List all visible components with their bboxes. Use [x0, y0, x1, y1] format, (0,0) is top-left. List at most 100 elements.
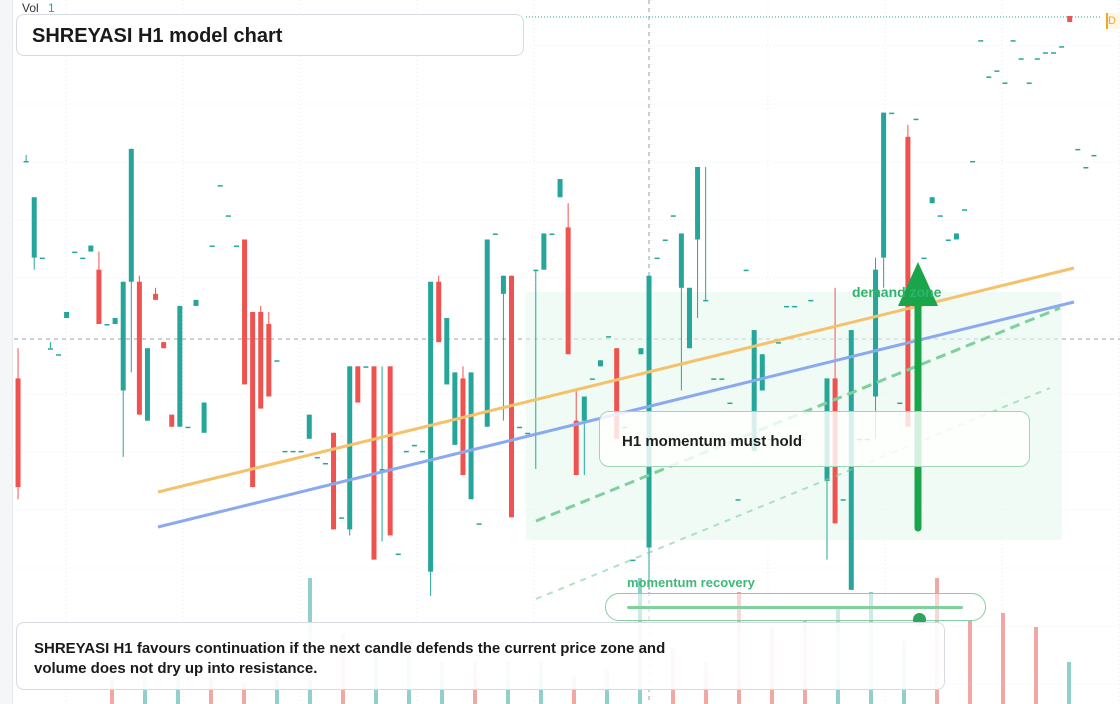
candle: [1034, 58, 1040, 60]
candle: [565, 203, 571, 355]
candle-body: [339, 517, 345, 519]
candle-body: [743, 269, 749, 272]
volume-legend: Vol 1: [22, 1, 55, 15]
candle: [185, 426, 191, 429]
volume-bar: [1067, 662, 1071, 704]
candle-body: [55, 354, 61, 356]
candle-body: [347, 366, 353, 530]
candle: [670, 215, 676, 217]
candle: [873, 257, 879, 439]
candle-body: [387, 366, 393, 536]
candle: [339, 517, 345, 519]
candle: [606, 336, 612, 338]
candle: [322, 462, 328, 465]
candle-body: [185, 426, 191, 429]
candle-body: [678, 233, 684, 288]
candle: [784, 305, 790, 308]
candle: [460, 366, 466, 476]
candle-body: [670, 215, 676, 217]
candle: [654, 257, 660, 260]
candle-body: [792, 305, 798, 308]
candle-body: [492, 233, 498, 235]
momentum-slider[interactable]: [605, 593, 986, 626]
candle-body: [557, 179, 563, 198]
candle-body: [711, 378, 717, 380]
candle-body: [970, 160, 976, 163]
candle: [1083, 167, 1089, 169]
candle: [759, 354, 765, 391]
candle: [662, 239, 668, 241]
candle: [509, 275, 515, 518]
candle-body: [889, 112, 895, 115]
candle: [492, 233, 498, 235]
candle-body: [363, 366, 369, 368]
channel-lower: [535, 387, 1051, 600]
candle: [840, 499, 846, 501]
price-scale-left[interactable]: [0, 0, 13, 704]
candle-body: [1026, 82, 1032, 84]
candle-body: [638, 348, 644, 355]
candle-body: [96, 269, 102, 325]
momentum-slider-track[interactable]: [627, 606, 963, 626]
candle-body: [921, 257, 927, 260]
candle: [881, 112, 887, 288]
candle-body: [468, 372, 474, 500]
candle-body: [662, 239, 668, 241]
candle-body: [751, 330, 757, 451]
candle: [420, 450, 426, 453]
candle: [978, 40, 984, 42]
candle: [557, 179, 563, 198]
candle: [541, 233, 547, 270]
candle-body: [589, 378, 595, 380]
candle-body: [23, 160, 29, 163]
candle-body: [913, 118, 919, 121]
candle: [1059, 46, 1065, 48]
candle-body: [452, 372, 458, 445]
candle-body: [31, 197, 37, 258]
candle-body: [371, 366, 377, 560]
candle: [889, 112, 895, 115]
candle: [727, 402, 733, 405]
candle: [1026, 82, 1032, 84]
candle-body: [144, 348, 150, 421]
candle: [484, 239, 490, 427]
candle-body: [379, 469, 385, 471]
candle: [468, 372, 474, 500]
candle-body: [88, 245, 94, 252]
candle-body: [937, 215, 943, 217]
candle: [703, 167, 709, 302]
candle: [153, 287, 159, 300]
momentum-callout-text: H1 momentum must hold: [622, 433, 803, 450]
candle-body: [233, 245, 239, 248]
candle: [913, 118, 919, 121]
candle: [436, 275, 442, 343]
candle-body: [986, 76, 992, 78]
candle-body: [1051, 52, 1057, 54]
demand-zone-label: demand zone: [852, 284, 942, 300]
candle: [15, 348, 21, 500]
candle-body: [128, 148, 134, 282]
price-tag-label: D: [1108, 15, 1116, 27]
candle: [217, 185, 223, 187]
candle: [719, 378, 725, 380]
candle: [630, 559, 636, 562]
candle-body: [549, 233, 555, 235]
candle: [517, 426, 523, 429]
candle: [250, 311, 256, 488]
candle-body: [962, 209, 968, 211]
volume-legend-label: Vol: [22, 1, 39, 15]
candle: [1018, 58, 1024, 60]
candle-body: [484, 239, 490, 427]
channel-upper: [535, 306, 1061, 523]
candle: [1010, 40, 1016, 42]
candle: [962, 209, 968, 211]
analysis-note-box: SHREYASI H1 favours continuation if the …: [16, 622, 945, 690]
candle-body: [322, 462, 328, 465]
candle: [403, 450, 409, 453]
candle: [169, 414, 175, 427]
candle-body: [525, 432, 531, 435]
candle: [597, 360, 603, 367]
candle-body: [533, 269, 539, 272]
volume-bar: [209, 676, 213, 704]
candle-body: [209, 245, 215, 248]
